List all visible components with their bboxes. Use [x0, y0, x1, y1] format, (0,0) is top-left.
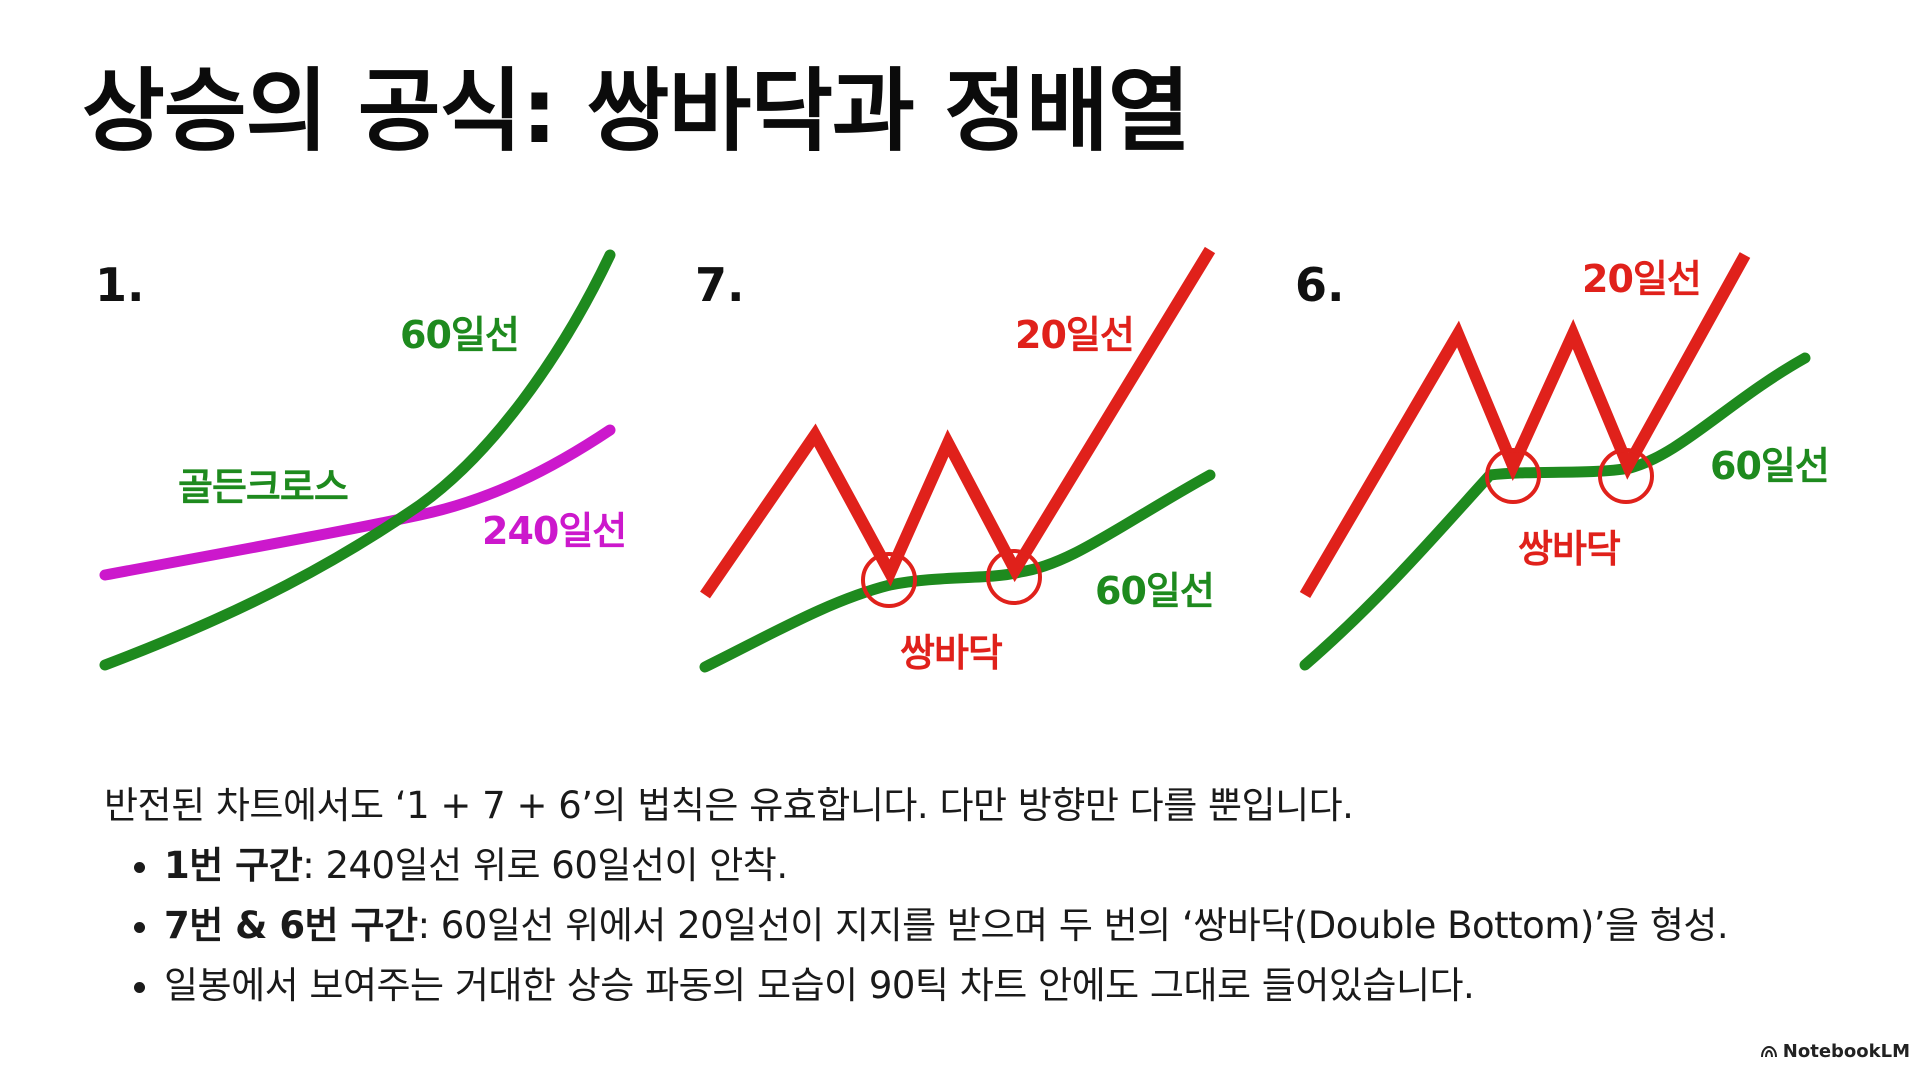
panel-6-diagram	[1299, 252, 1811, 671]
bullet-bold: 1번 구간	[164, 844, 303, 887]
panel-6-number: 6.	[1295, 258, 1345, 312]
double-bottom-circle-1	[1485, 448, 1541, 504]
panel-1-diagram	[99, 249, 616, 671]
panel-7-number: 7.	[695, 258, 745, 312]
line-240-curve	[99, 424, 616, 581]
bullet-item: 1번 구간: 240일선 위로 60일선이 안착.	[104, 836, 1864, 896]
line-60-curve	[699, 469, 1216, 673]
label-60-line: 60일선	[1095, 569, 1215, 613]
label-60-line: 60일선	[1710, 444, 1830, 488]
bullet-text: : 60일선 위에서 20일선이 지지를 받으며 두 번의 ‘쌍바닥(Doubl…	[417, 904, 1729, 947]
double-bottom-circle-1	[861, 552, 917, 608]
notebooklm-logo-icon	[1760, 1045, 1777, 1057]
bullet-dot-icon	[134, 862, 145, 873]
label-20-line: 20일선	[1015, 313, 1135, 357]
page-title: 상승의 공식: 쌍바닥과 정배열	[82, 59, 1191, 164]
bullet-text: 일봉에서 보여주는 거대한 상승 파동의 모습이 90틱 차트 안에도 그대로 …	[164, 964, 1475, 1007]
panel-7-diagram	[699, 246, 1216, 673]
panel-1-number: 1.	[95, 258, 145, 312]
bullet-list: 1번 구간: 240일선 위로 60일선이 안착. 7번 & 6번 구간: 60…	[104, 836, 1864, 1016]
label-60-line: 60일선	[400, 313, 520, 357]
line-20-zigzag	[700, 246, 1216, 599]
label-golden-cross: 골든크로스	[178, 465, 349, 509]
bullet-dot-icon	[134, 982, 145, 993]
double-bottom-circle-2	[986, 549, 1042, 605]
line-60-curve	[1299, 352, 1811, 671]
label-240-line: 240일선	[482, 509, 627, 553]
label-double-bottom: 쌍바닥	[1518, 527, 1621, 571]
panel-7-double-bottom: 7. 20일선 60일선 쌍바닥	[690, 230, 1290, 710]
panel-6-double-bottom: 6. 20일선 60일선 쌍바닥	[1290, 230, 1890, 710]
bullet-text: : 240일선 위로 60일선이 안착.	[302, 844, 788, 887]
intro-paragraph: 반전된 차트에서도 ‘1 + 7 + 6’의 법칙은 유효합니다. 다만 방향만…	[104, 784, 1354, 827]
label-double-bottom: 쌍바닥	[900, 631, 1003, 675]
line-20-zigzag	[1299, 252, 1751, 599]
panel-1-golden-cross: 1. 60일선 골든크로스 240일선	[90, 230, 690, 710]
bullet-bold: 7번 & 6번 구간	[164, 904, 418, 947]
bullet-item: 일봉에서 보여주는 거대한 상승 파동의 모습이 90틱 차트 안에도 그대로 …	[104, 956, 1864, 1016]
notebooklm-watermark: NotebookLM	[1760, 1041, 1910, 1062]
bullet-item: 7번 & 6번 구간: 60일선 위에서 20일선이 지지를 받으며 두 번의 …	[104, 896, 1864, 956]
explanation-text: 반전된 차트에서도 ‘1 + 7 + 6’의 법칙은 유효합니다. 다만 방향만…	[104, 776, 1864, 1016]
label-20-line: 20일선	[1582, 257, 1702, 301]
bullet-dot-icon	[134, 922, 145, 933]
brand-label: NotebookLM	[1782, 1041, 1910, 1062]
double-bottom-circle-2	[1598, 448, 1654, 504]
line-60-curve	[99, 249, 616, 671]
